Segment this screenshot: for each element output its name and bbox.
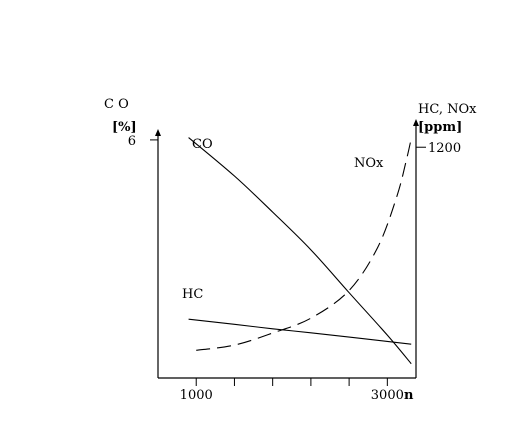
series-line-nox — [196, 138, 412, 351]
right-axis-arrow — [413, 119, 419, 126]
right-tick-label-1200: 1200 — [428, 141, 461, 156]
x-tick-label-1000: 1000 — [180, 388, 213, 403]
series-label-hc: HC — [182, 287, 203, 302]
x-axis-label: n — [404, 388, 414, 403]
right-axis-label-line1: HC, NOx — [418, 102, 477, 117]
left-tick-label-6: 6 — [128, 134, 136, 149]
x-tick-label-3000: 3000 — [371, 388, 404, 403]
left-axis-label-line1: C O — [104, 97, 129, 112]
series-line-co — [188, 137, 412, 365]
left-axis: C O [%] — [104, 97, 161, 378]
series-label-co: CO — [192, 137, 213, 152]
right-axis-label-line2: [ppm] — [418, 120, 462, 135]
ticks-layer: 1000 3000 6 1200 — [128, 134, 461, 403]
bottom-axis: n — [158, 377, 416, 403]
right-axis: HC, NOx [ppm] — [413, 102, 477, 378]
left-axis-arrow — [155, 129, 161, 136]
left-axis-label-line2: [%] — [112, 120, 137, 135]
series-label-nox: NOx — [354, 156, 384, 171]
series-layer — [188, 137, 412, 365]
series-line-hc — [188, 318, 412, 345]
series-labels: CO NOx HC — [182, 137, 384, 302]
